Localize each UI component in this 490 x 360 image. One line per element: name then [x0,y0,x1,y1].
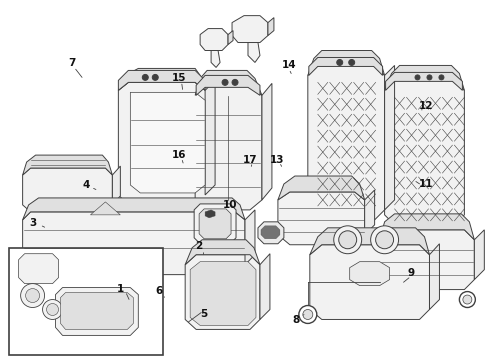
Text: 12: 12 [418,102,433,112]
Polygon shape [385,66,465,90]
Polygon shape [248,42,260,62]
Circle shape [303,310,313,319]
Polygon shape [310,245,429,319]
Circle shape [376,231,393,249]
Polygon shape [310,228,429,255]
Polygon shape [260,254,270,319]
Polygon shape [200,28,228,50]
Circle shape [349,59,355,66]
Text: 6: 6 [156,286,163,296]
Polygon shape [350,262,390,285]
Circle shape [463,295,472,304]
Polygon shape [308,50,385,75]
Circle shape [439,75,444,80]
Circle shape [21,284,45,307]
Text: 16: 16 [172,150,186,160]
Polygon shape [55,288,138,336]
Polygon shape [258,222,284,244]
Circle shape [334,226,362,254]
Circle shape [427,75,432,80]
Polygon shape [61,293,133,329]
Polygon shape [195,71,262,95]
Text: 2: 2 [195,241,202,251]
Circle shape [152,75,158,80]
Text: 17: 17 [243,155,257,165]
Text: 11: 11 [418,179,433,189]
Polygon shape [278,176,365,200]
Polygon shape [196,75,260,95]
Polygon shape [119,68,205,90]
Circle shape [43,300,63,319]
Text: 13: 13 [270,155,284,165]
Polygon shape [194,204,236,244]
Polygon shape [385,80,465,225]
Polygon shape [119,82,205,205]
Polygon shape [380,230,474,289]
Circle shape [460,292,475,307]
Circle shape [25,289,40,302]
Text: 5: 5 [200,310,207,319]
Circle shape [415,75,420,80]
Circle shape [370,226,398,254]
Polygon shape [112,166,121,205]
Polygon shape [308,66,385,220]
Text: 1: 1 [117,284,124,294]
Text: 9: 9 [408,268,415,278]
Polygon shape [195,85,262,210]
Polygon shape [474,230,484,280]
Text: 3: 3 [29,218,36,228]
Circle shape [222,80,228,85]
Polygon shape [205,210,215,218]
Polygon shape [23,212,245,275]
Polygon shape [23,155,112,175]
Polygon shape [268,18,274,36]
Polygon shape [385,66,394,210]
Circle shape [142,75,148,80]
Text: 14: 14 [282,60,296,70]
Polygon shape [380,214,474,240]
Polygon shape [23,168,112,212]
Text: 10: 10 [223,200,238,210]
Polygon shape [386,72,463,90]
Circle shape [232,80,238,85]
Polygon shape [278,192,365,245]
Polygon shape [211,50,220,67]
Polygon shape [261,226,280,239]
Circle shape [337,59,343,66]
Text: 8: 8 [293,315,300,325]
Circle shape [299,306,317,323]
Polygon shape [190,262,256,325]
Polygon shape [228,31,233,45]
Text: 4: 4 [82,180,90,190]
Polygon shape [119,71,205,90]
Polygon shape [429,244,440,310]
Polygon shape [185,240,260,265]
Polygon shape [19,254,58,284]
Polygon shape [130,92,205,193]
Text: 15: 15 [172,73,186,83]
Polygon shape [232,15,268,42]
Polygon shape [91,202,121,215]
Polygon shape [23,198,245,220]
Text: 7: 7 [68,58,75,68]
Bar [9,248,163,355]
Circle shape [339,231,357,249]
Polygon shape [199,209,231,239]
Polygon shape [185,255,260,329]
Polygon shape [205,80,215,195]
Circle shape [47,303,58,315]
Polygon shape [262,84,272,200]
Polygon shape [365,190,375,235]
Polygon shape [309,58,383,75]
Polygon shape [245,210,255,265]
